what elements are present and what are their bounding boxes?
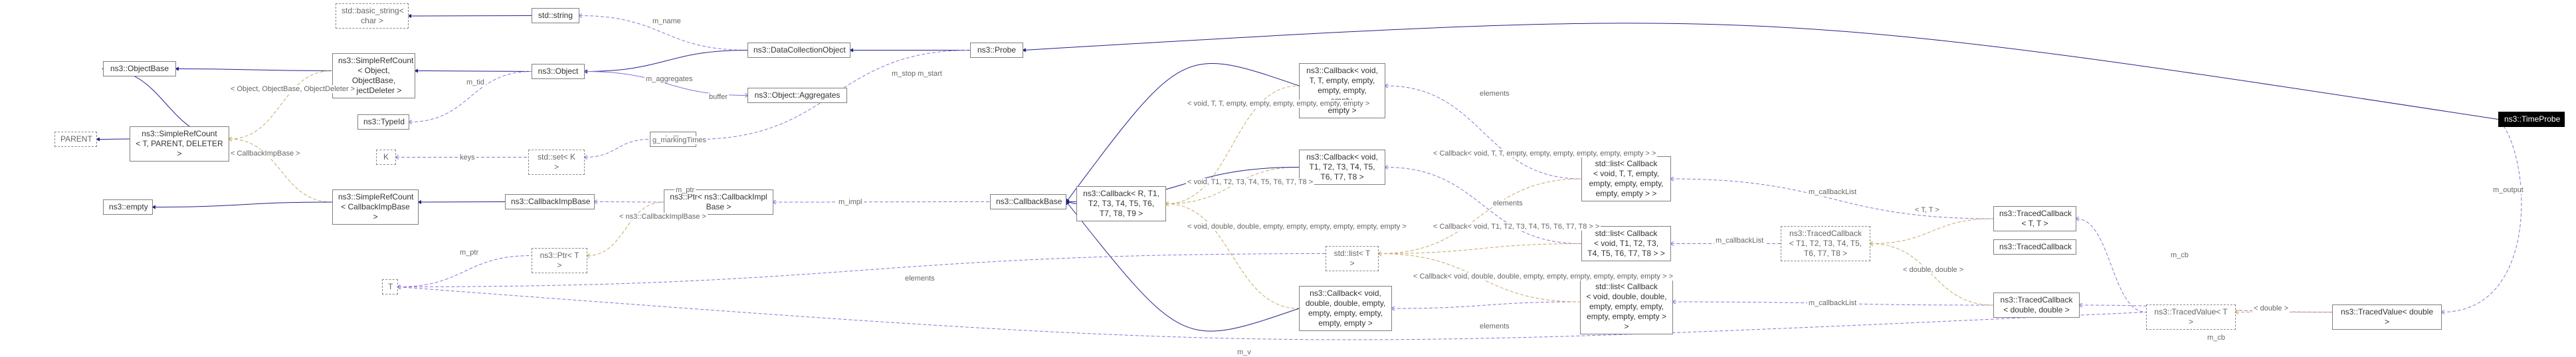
edge	[2076, 219, 2146, 312]
node-dco[interactable]: ns3::DataCollectionObject	[747, 43, 850, 58]
template-annotation: < T, T >	[1914, 206, 1941, 214]
edge	[1392, 302, 1580, 308]
edge-label: m_output	[2492, 186, 2525, 194]
edge	[176, 69, 332, 71]
template-annotation: < double, double >	[1902, 266, 1965, 274]
edge	[1870, 219, 1993, 244]
edge-label: keys	[458, 154, 476, 162]
node-std_list_cb_t1_8[interactable]: std::list< Callback < void, T1, T2, T3, …	[1581, 226, 1671, 261]
node-traced_cb_lbl[interactable]: ns3::TracedCallback	[1993, 239, 2076, 255]
template-annotation: < void, T1, T2, T3, T4, T5, T6, T7, T8 >	[1186, 178, 1314, 186]
node-K[interactable]: K	[376, 150, 396, 165]
template-annotation: < Callback< void, T1, T2, T3, T4, T5, T6…	[1432, 223, 1601, 231]
edge	[1385, 86, 1581, 179]
node-callback_imp_base[interactable]: ns3::CallbackImpBase	[505, 194, 595, 209]
node-object[interactable]: ns3::Object	[532, 64, 585, 79]
node-probe[interactable]: ns3::Probe	[970, 43, 1023, 58]
node-traced_value_t[interactable]: ns3::TracedValue< T >	[2146, 304, 2236, 330]
node-std_set_k[interactable]: std::set< K >	[528, 150, 585, 175]
template-annotation: < Callback< void, T, T, empty, empty, em…	[1432, 150, 1657, 158]
edge	[1870, 244, 1993, 306]
edge-label: m_tid	[465, 78, 486, 86]
node-traced_value_dbl[interactable]: ns3::TracedValue< double >	[2332, 304, 2442, 330]
node-sr_tpl[interactable]: ns3::SimpleRefCount < T, PARENT, DELETER…	[130, 126, 229, 162]
edge	[97, 139, 130, 140]
edge	[2442, 120, 2522, 312]
edge	[587, 202, 664, 256]
template-annotation: < void, T, T, empty, empty, empty, empty…	[1186, 100, 1371, 108]
template-annotation: < ns3::CallbackImplBase >	[618, 213, 708, 221]
edge-label: m_callbackList	[1807, 188, 1858, 196]
edge	[773, 202, 990, 203]
node-basic_string[interactable]: std::basic_string< char >	[336, 3, 409, 29]
edge	[398, 287, 2146, 340]
node-std_string[interactable]: std::string	[532, 8, 579, 23]
edge	[585, 140, 650, 158]
node-callback_rt1[interactable]: ns3::Callback< R, T1, T2, T3, T4, T5, T6…	[1076, 186, 1166, 221]
edge-label: m_callbackList	[1807, 299, 1858, 307]
template-annotation: < double >	[2252, 304, 2290, 312]
node-std_list_t[interactable]: std::list< T >	[1326, 246, 1379, 271]
edge	[1385, 168, 1581, 244]
edge	[1379, 244, 1581, 254]
edge-label: m_ptr	[674, 186, 696, 194]
edge-label: m_ptr	[458, 249, 480, 257]
template-annotation: < CallbackImpBase >	[229, 150, 302, 158]
node-time_probe[interactable]: ns3::TimeProbe	[2498, 112, 2565, 127]
edge-label: m_name	[651, 17, 682, 25]
edge-label: elements	[1478, 322, 1511, 330]
edge-label: m_impl	[837, 198, 863, 206]
edge-label: elements	[1478, 90, 1511, 98]
node-T[interactable]: T	[382, 279, 398, 295]
node-traced_cb_dd[interactable]: ns3::TracedCallback < double, double >	[1993, 293, 2080, 318]
edge	[409, 16, 532, 17]
node-cb_void_dd[interactable]: ns3::Callback< void, double, double, emp…	[1299, 286, 1392, 331]
edge	[419, 202, 505, 203]
node-traced_cb_t1_8[interactable]: ns3::TracedCallback < T1, T2, T3, T4, T5…	[1781, 226, 1870, 261]
edge-label: m_aggregates	[644, 75, 694, 83]
node-std_list_cb_dd[interactable]: std::list< Callback < void, double, doub…	[1580, 279, 1673, 334]
edge-label: m_stop m_start	[890, 70, 943, 78]
edge	[1166, 204, 1299, 309]
template-annotation: < Object, ObjectBase, ObjectDeleter >	[229, 85, 356, 93]
edge	[1066, 202, 1076, 204]
node-std_list_cb_tt[interactable]: std::list< Callback < void, T, T, empty,…	[1581, 156, 1671, 201]
node-sr_cib[interactable]: ns3::SimpleRefCount < CallbackImpBase >	[332, 189, 419, 225]
edge	[229, 71, 332, 140]
node-empty[interactable]: ns3::empty	[103, 199, 153, 215]
edge-label: buffer	[708, 93, 729, 101]
edge-label: elements	[904, 275, 936, 283]
edge-label: elements	[1492, 199, 1524, 207]
edge	[585, 51, 747, 72]
edge	[1379, 179, 1581, 254]
edge-label: m_callbackList	[1714, 237, 1765, 245]
node-object_base[interactable]: ns3::ObjectBase	[103, 61, 176, 76]
edge	[595, 202, 664, 203]
edge	[398, 256, 532, 287]
edge	[415, 71, 532, 72]
edge-label: g_markingTimes	[651, 136, 708, 144]
edge	[229, 139, 332, 202]
edge-label: m_v	[1236, 348, 1252, 356]
edge-label: m_cb	[2169, 251, 2190, 259]
node-aggregates[interactable]: ns3::Object::Aggregates	[747, 88, 847, 103]
node-ptr_t[interactable]: ns3::Ptr< T >	[532, 248, 587, 273]
template-annotation: < void, double, double, empty, empty, em…	[1186, 223, 1408, 231]
node-traced_cb_tt[interactable]: ns3::TracedCallback < T, T >	[1993, 206, 2076, 231]
edge-label: m_cb	[2206, 334, 2227, 342]
node-cb_void_tt[interactable]: ns3::Callback< void, T, T, empty, empty,…	[1299, 63, 1385, 118]
node-callback_base[interactable]: ns3::CallbackBase	[990, 194, 1066, 209]
template-annotation: < Callback< void, double, double, empty,…	[1412, 273, 1674, 281]
edge	[153, 202, 332, 207]
node-parent[interactable]: PARENT	[54, 132, 97, 147]
node-typeid[interactable]: ns3::TypeId	[357, 114, 409, 130]
edge	[1671, 179, 1993, 219]
